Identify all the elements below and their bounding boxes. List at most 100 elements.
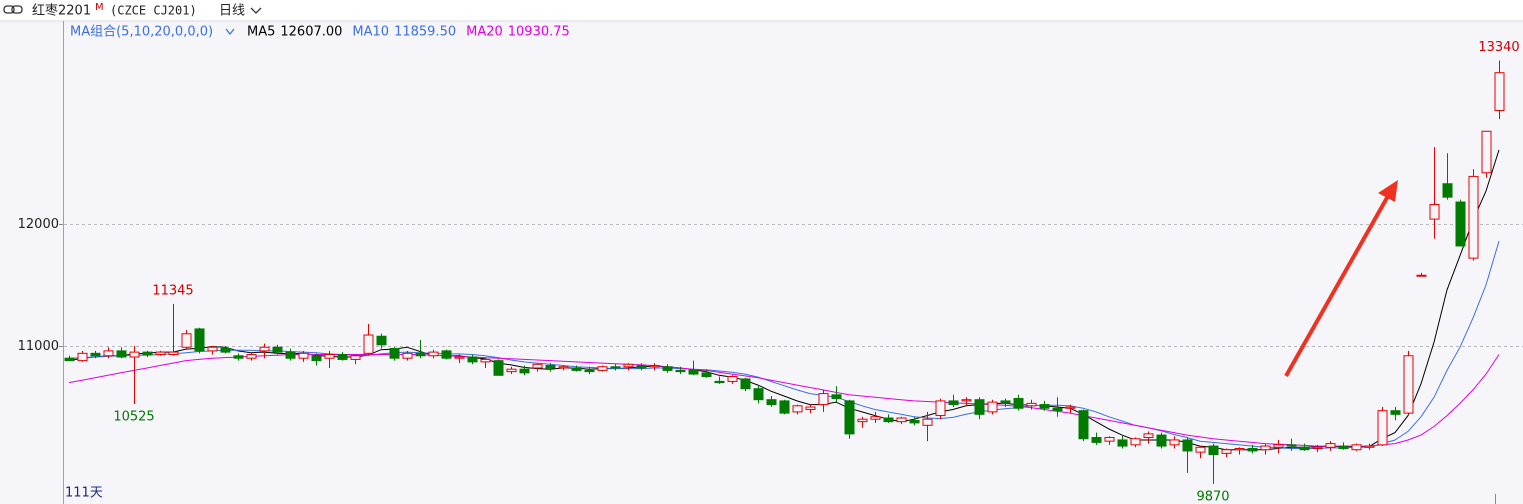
trend-arrow xyxy=(1284,180,1398,377)
candle-body xyxy=(961,399,972,402)
candle-body xyxy=(1273,444,1284,448)
candle-body xyxy=(1104,437,1115,442)
link-icon[interactable] xyxy=(3,5,23,14)
candle-body xyxy=(428,351,439,357)
candle-body xyxy=(610,366,621,369)
candle-body xyxy=(389,347,400,359)
candle-body xyxy=(103,350,114,357)
candle-body xyxy=(1455,201,1466,247)
candle-body xyxy=(1364,445,1375,448)
candle-body xyxy=(1065,406,1076,409)
candle-body xyxy=(1117,439,1128,447)
candle-body xyxy=(1338,445,1349,449)
grid: 11000 12000 xyxy=(18,217,1523,354)
candle-body xyxy=(1169,439,1180,446)
candle-body xyxy=(701,372,712,378)
extreme-label: 9870 xyxy=(1196,489,1229,504)
candle-body xyxy=(298,352,309,359)
candle-body xyxy=(1143,433,1154,439)
candle-body xyxy=(207,346,218,352)
candle-body xyxy=(363,334,374,354)
candle-body xyxy=(558,366,569,369)
candle-body xyxy=(1260,445,1271,451)
candle-body xyxy=(519,368,530,374)
legend-value: 12607.00 xyxy=(280,25,342,40)
candle-body xyxy=(935,400,946,417)
candle-body xyxy=(272,346,283,353)
candle-body xyxy=(1494,72,1505,112)
candle-body xyxy=(649,365,660,368)
legend: MA5 12607.00 MA10 11859.50 MA20 10930.75 xyxy=(247,25,570,40)
candle-body xyxy=(623,363,634,368)
candle-body xyxy=(1208,445,1219,456)
candle-body xyxy=(1247,447,1258,452)
candle-body xyxy=(1221,449,1232,454)
candle-body xyxy=(142,351,153,356)
candle-body xyxy=(870,416,881,420)
candle-body xyxy=(116,350,127,358)
candle-body xyxy=(1013,397,1024,409)
candle-body xyxy=(493,360,504,376)
candle-body xyxy=(129,351,140,358)
candle-body xyxy=(987,401,998,413)
candle-body xyxy=(1442,183,1453,198)
candle-body xyxy=(896,417,907,423)
candle-body xyxy=(64,357,75,362)
candle-body xyxy=(77,352,88,362)
candle-body xyxy=(1403,355,1414,414)
candle-body xyxy=(883,417,894,423)
candle-body xyxy=(636,365,647,369)
contract-code: (CZCE CJ201) xyxy=(110,4,197,18)
candle-body xyxy=(1039,404,1050,409)
candle-body xyxy=(1299,446,1310,451)
candle-body xyxy=(194,328,205,352)
candle-body xyxy=(532,363,543,369)
candle-body xyxy=(1325,443,1336,448)
period[interactable]: 日线 xyxy=(219,4,245,19)
ma-group[interactable]: MA组合(5,10,20,0,0,0) xyxy=(70,25,213,40)
candle-body xyxy=(740,378,751,390)
period-dropdown[interactable] xyxy=(250,7,262,14)
candle-body xyxy=(168,351,179,356)
candles: 11345 10525 13340 9870 xyxy=(64,40,1520,504)
candle-body xyxy=(220,347,231,353)
candle-body xyxy=(441,350,452,359)
candle-body xyxy=(1130,438,1141,446)
candle-body xyxy=(402,352,413,359)
candle-body xyxy=(376,335,387,346)
candle-body xyxy=(1390,410,1401,415)
candle-body xyxy=(1351,444,1362,451)
ma-dropdown[interactable] xyxy=(225,28,235,35)
extreme-label: 13340 xyxy=(1478,40,1519,55)
candle-body xyxy=(844,400,855,435)
extreme-label: 11345 xyxy=(152,283,193,298)
candle-body xyxy=(480,358,491,363)
candle-body xyxy=(571,367,582,371)
candle-body xyxy=(1182,439,1193,452)
candle-body xyxy=(584,369,595,373)
candle-body xyxy=(1091,437,1102,443)
candle-body xyxy=(779,400,790,414)
candle-body xyxy=(792,405,803,413)
symbol[interactable]: 红枣2201 xyxy=(32,3,91,19)
candle-body xyxy=(1481,130,1492,174)
y-tick-label: 12000 xyxy=(18,217,59,232)
candle-body xyxy=(337,354,348,360)
candle-body xyxy=(506,368,517,373)
candle-body xyxy=(155,351,166,356)
candle-body xyxy=(727,376,738,382)
candle-body xyxy=(350,355,361,360)
candle-body xyxy=(805,406,816,410)
candle-body xyxy=(909,419,920,424)
candle-body xyxy=(324,354,335,359)
candle-body xyxy=(1052,407,1063,412)
badge: M xyxy=(95,2,104,13)
candle-body xyxy=(415,352,426,357)
candle-body xyxy=(454,356,465,359)
plot-background xyxy=(0,21,1523,504)
legend-name: MA10 xyxy=(352,25,389,40)
legend-name: MA5 xyxy=(247,25,275,40)
candle-body xyxy=(688,369,699,375)
